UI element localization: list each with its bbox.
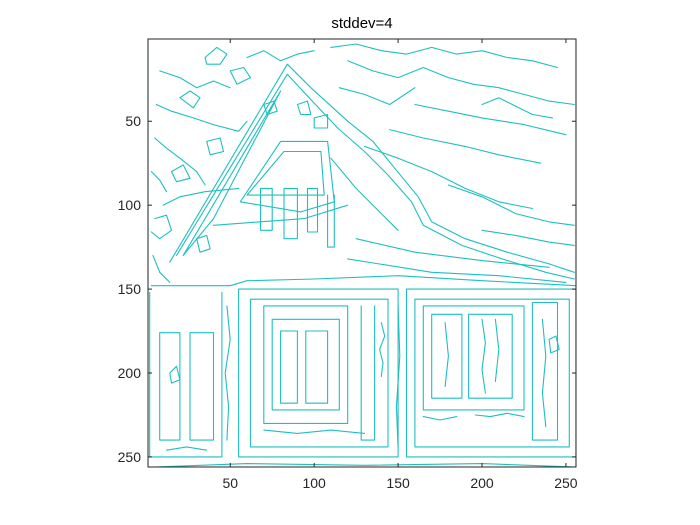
x-tick-label: 50 xyxy=(222,475,238,491)
contour-line-6 xyxy=(246,150,325,196)
contour-line-1 xyxy=(169,63,575,273)
contour-line-68 xyxy=(170,164,191,183)
contour-line-10 xyxy=(327,194,335,248)
contour-line-25 xyxy=(531,301,559,441)
contour-line-32 xyxy=(330,157,399,231)
chart-title: stddev=4 xyxy=(331,15,392,32)
contour-line-60 xyxy=(165,446,208,451)
contour-line-15 xyxy=(263,305,349,424)
contour-line-21 xyxy=(414,298,570,448)
contour-line-29 xyxy=(150,275,576,287)
contour-line-11 xyxy=(162,187,240,206)
contour-line-22 xyxy=(422,305,525,411)
contour-line-42 xyxy=(246,50,315,62)
y-tick-label: 100 xyxy=(118,197,142,213)
y-tick-label: 250 xyxy=(118,449,142,465)
contour-line-43 xyxy=(330,43,559,69)
contour-line-30 xyxy=(347,258,567,283)
x-tick-label: 100 xyxy=(302,475,326,491)
contour-line-28 xyxy=(189,332,215,441)
y-tick-label: 200 xyxy=(118,365,142,381)
contour-line-31 xyxy=(355,238,550,268)
y-tick-label: 150 xyxy=(118,281,142,297)
contour-line-3 xyxy=(182,90,282,257)
axes-box xyxy=(147,38,577,468)
contour-line-63 xyxy=(494,318,500,382)
contour-line-45 xyxy=(338,87,416,106)
contour-line-50 xyxy=(263,100,278,116)
contour-line-5 xyxy=(239,140,335,213)
x-tick-label: 250 xyxy=(554,475,578,491)
contour-line-67 xyxy=(196,234,211,253)
contour-line-34 xyxy=(389,129,542,164)
contour-line-51 xyxy=(206,137,225,156)
contour-line-23 xyxy=(431,313,463,399)
contour-line-36 xyxy=(447,184,575,226)
plot-area xyxy=(148,39,576,467)
contour-line-38 xyxy=(159,70,231,89)
contour-line-12 xyxy=(150,214,173,240)
contour-line-19 xyxy=(360,305,376,441)
contour-line-49 xyxy=(179,90,201,109)
contour-line-62 xyxy=(481,318,486,394)
contour-line-66 xyxy=(548,335,560,354)
contour-line-37 xyxy=(481,229,575,246)
contour-line-39 xyxy=(155,103,248,132)
contour-line-4 xyxy=(212,204,349,226)
contour-line-16 xyxy=(271,318,340,411)
contour-line-56 xyxy=(224,305,231,441)
contour-line-69 xyxy=(379,322,386,377)
contour-line-40 xyxy=(154,137,206,186)
contour-line-55 xyxy=(154,463,576,467)
contour-line-54 xyxy=(169,365,181,384)
contour-line-20 xyxy=(405,288,576,458)
axes: 50 100 150 200 250 50 100 150 200 250 xyxy=(118,38,578,491)
y-tick-label: 50 xyxy=(125,113,141,129)
contour-line-17 xyxy=(280,330,298,404)
contour-line-27 xyxy=(159,332,181,441)
contour-line-24 xyxy=(468,313,513,399)
contour-line-61 xyxy=(263,429,366,434)
contour-line-33 xyxy=(363,145,533,210)
contour-line-59 xyxy=(422,416,458,421)
contour-line-41 xyxy=(150,171,168,193)
contour-line-35 xyxy=(414,103,567,136)
contour-line-18 xyxy=(305,330,329,404)
contour-line-14 xyxy=(249,298,389,448)
contour-line-9 xyxy=(306,187,319,233)
contour-line-44 xyxy=(347,60,575,106)
contour-line-26 xyxy=(149,291,223,458)
contour-line-70 xyxy=(152,254,171,283)
contour-line-58 xyxy=(474,412,525,418)
contour-line-52 xyxy=(296,100,312,116)
contour-line-57 xyxy=(395,305,401,450)
contour-line-65 xyxy=(541,318,547,428)
contour-line-64 xyxy=(444,322,449,387)
contour-line-7 xyxy=(259,187,273,231)
contour-line-2 xyxy=(175,73,575,280)
contour-line-47 xyxy=(204,46,228,65)
x-tick-label: 150 xyxy=(386,475,410,491)
contour-line-53 xyxy=(313,113,329,129)
contour-line-8 xyxy=(283,187,298,240)
contour-line-46 xyxy=(481,97,554,119)
contour-line-13 xyxy=(238,288,399,458)
contour-line-48 xyxy=(229,66,251,85)
x-tick-label: 200 xyxy=(470,475,494,491)
